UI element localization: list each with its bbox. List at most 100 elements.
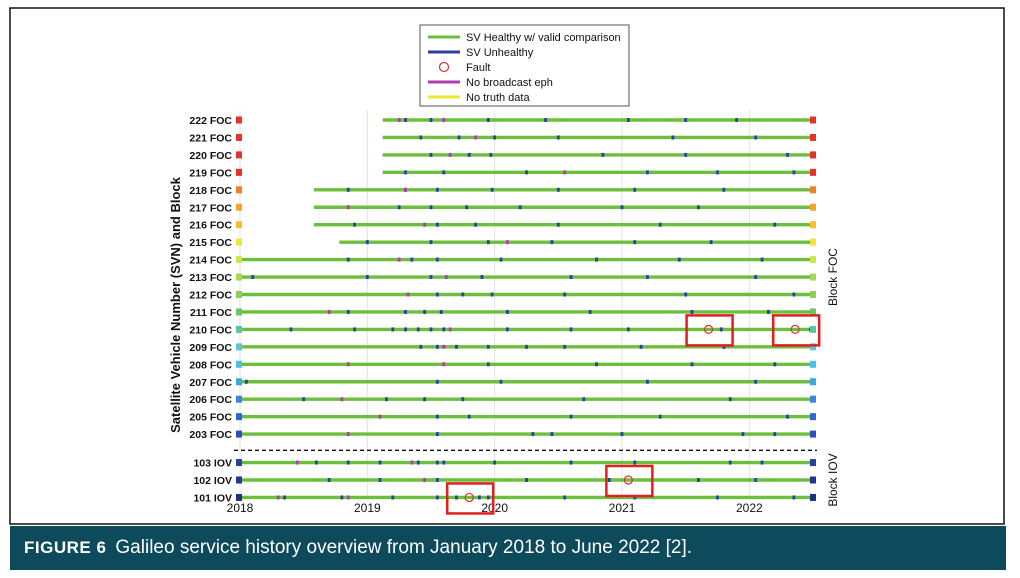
- unhealthy-mark-208-foc-1: [595, 362, 598, 367]
- legend-entry-0-label: SV Healthy w/ valid comparison: [466, 32, 621, 44]
- unhealthy-mark-214-foc-4: [595, 257, 598, 262]
- unhealthy-mark-213-foc-0: [251, 275, 255, 280]
- start-marker-212-foc: [236, 291, 242, 298]
- unhealthy-mark-207-foc-4: [754, 379, 758, 384]
- unhealthy-mark-206-foc-5: [728, 397, 732, 402]
- unhealthy-mark-216-foc-5: [773, 222, 777, 227]
- end-marker-217-foc: [810, 203, 816, 211]
- unhealthy-mark-222-foc-5: [684, 118, 688, 122]
- start-marker-217-foc: [236, 203, 242, 211]
- unhealthy-mark-221-foc-4: [671, 135, 675, 140]
- unhealthy-mark-205-foc-2: [569, 414, 573, 419]
- unhealthy-mark-206-foc-2: [423, 397, 427, 402]
- no-eph-mark-101-iov-1: [346, 495, 350, 500]
- unhealthy-mark-216-foc-1: [435, 222, 439, 227]
- unhealthy-mark-208-foc-3: [773, 362, 777, 367]
- unhealthy-mark-214-foc-3: [499, 257, 503, 262]
- unhealthy-mark-211-foc-3: [439, 309, 443, 314]
- unhealthy-mark-203-foc-2: [550, 432, 554, 437]
- unhealthy-mark-209-foc-7: [722, 344, 726, 349]
- unhealthy-mark-213-foc-6: [754, 275, 758, 280]
- fault-marker-102-iov-0: [623, 475, 633, 485]
- chart-svg: 222 FOC 221 FOC 220 FOC 219 FOC 218 FOC 217 F…: [9, 7, 1005, 525]
- start-marker-222-foc: [236, 116, 242, 124]
- no-eph-mark-211-foc-0: [327, 309, 331, 314]
- end-marker-215-foc: [810, 238, 816, 246]
- y-tick-label-219-foc: 219 FOC: [189, 167, 232, 179]
- end-marker-220-foc: [810, 151, 816, 159]
- no-eph-mark-203-foc-0: [346, 432, 350, 437]
- unhealthy-mark-101-iov-0: [283, 495, 286, 500]
- unhealthy-mark-221-foc-1: [457, 135, 461, 140]
- unhealthy-mark-101-iov-4: [455, 495, 458, 500]
- unhealthy-mark-222-foc-6: [735, 118, 738, 122]
- unhealthy-mark-218-foc-4: [556, 187, 560, 192]
- start-marker-208-foc: [236, 360, 242, 368]
- y-tick-label-213-foc: 213 FOC: [189, 272, 232, 284]
- unhealthy-mark-218-foc-3: [490, 187, 494, 192]
- unhealthy-mark-215-foc-2: [486, 240, 490, 245]
- unhealthy-mark-206-foc-0: [302, 397, 306, 402]
- start-marker-207-foc: [236, 378, 242, 386]
- unhealthy-mark-214-foc-1: [410, 257, 414, 262]
- fault-marker-101-iov-0: [464, 492, 474, 503]
- start-marker-214-foc: [236, 256, 242, 264]
- legend-entry-2-label: Fault: [466, 62, 490, 74]
- highlight-boxes: [445, 314, 821, 515]
- unhealthy-mark-222-foc-3: [544, 118, 547, 122]
- unhealthy-mark-213-foc-3: [480, 275, 484, 280]
- end-marker-210-foc: [810, 325, 816, 333]
- block-labels: Block FOC Block IOV: [826, 248, 840, 507]
- end-marker-207-foc: [810, 378, 816, 386]
- x-tick-label-2020: 2020: [481, 501, 508, 515]
- unhealthy-mark-218-foc-6: [722, 187, 726, 192]
- no-eph-mark-222-foc-0: [397, 118, 401, 122]
- no-eph-mark-210-foc-0: [448, 327, 452, 332]
- unhealthy-mark-220-foc-3: [601, 152, 605, 157]
- unhealthy-mark-207-foc-0: [244, 379, 248, 384]
- start-marker-209-foc: [236, 343, 242, 351]
- end-marker-211-foc: [810, 308, 816, 316]
- no-eph-mark-206-foc-0: [340, 397, 344, 402]
- end-marker-101-iov: [810, 493, 816, 501]
- unhealthy-mark-218-foc-2: [435, 187, 439, 192]
- start-marker-203-foc: [236, 430, 242, 438]
- y-tick-label-209-foc: 209 FOC: [189, 342, 232, 354]
- legend: SV Healthy w/ valid comparison SV Unhealt…: [419, 24, 630, 107]
- highlight-box-1: [771, 314, 821, 347]
- unhealthy-mark-211-foc-0: [346, 309, 350, 314]
- unhealthy-mark-212-foc-5: [792, 292, 796, 297]
- block-label-0: Block FOC: [826, 248, 840, 306]
- unhealthy-mark-205-foc-4: [786, 414, 789, 419]
- unhealthy-mark-221-foc-0: [419, 135, 423, 140]
- unhealthy-mark-211-foc-4: [506, 309, 509, 314]
- unhealthy-mark-221-foc-2: [493, 135, 497, 140]
- unhealthy-mark-216-foc-2: [474, 222, 477, 227]
- unhealthy-mark-205-foc-3: [658, 414, 662, 419]
- unhealthy-mark-220-foc-4: [684, 152, 688, 157]
- unhealthy-mark-209-foc-4: [525, 344, 528, 349]
- highlight-box-2: [605, 464, 654, 498]
- unhealthy-mark-212-foc-3: [563, 292, 567, 297]
- unhealthy-mark-220-foc-1: [467, 152, 471, 157]
- unhealthy-mark-102-iov-1: [378, 478, 382, 482]
- unhealthy-mark-210-foc-6: [442, 327, 446, 332]
- unhealthy-mark-219-foc-2: [525, 170, 528, 175]
- block-label-1: Block IOV: [826, 453, 840, 506]
- unhealthy-mark-103-iov-7: [569, 460, 573, 465]
- y-tick-label-211-foc: 211 FOC: [190, 307, 232, 319]
- unhealthy-mark-102-iov-4: [607, 478, 611, 482]
- end-marker-212-foc: [810, 291, 816, 298]
- unhealthy-mark-220-foc-5: [786, 152, 789, 157]
- unhealthy-mark-211-foc-7: [767, 309, 770, 314]
- unhealthy-mark-222-foc-1: [429, 118, 433, 122]
- unhealthy-mark-103-iov-6: [493, 460, 497, 465]
- unhealthy-mark-102-iov-0: [327, 478, 331, 482]
- end-marker-102-iov: [810, 476, 816, 484]
- y-tick-label-205-foc: 205 FOC: [189, 412, 232, 424]
- end-marker-206-foc: [810, 395, 816, 403]
- unhealthy-mark-101-iov-6: [486, 495, 490, 500]
- unhealthy-mark-209-foc-6: [639, 344, 643, 349]
- start-marker-220-foc: [236, 151, 242, 159]
- y-tick-labels: 222 FOC 221 FOC 220 FOC 219 FOC 218 FOC 217 F…: [189, 115, 232, 504]
